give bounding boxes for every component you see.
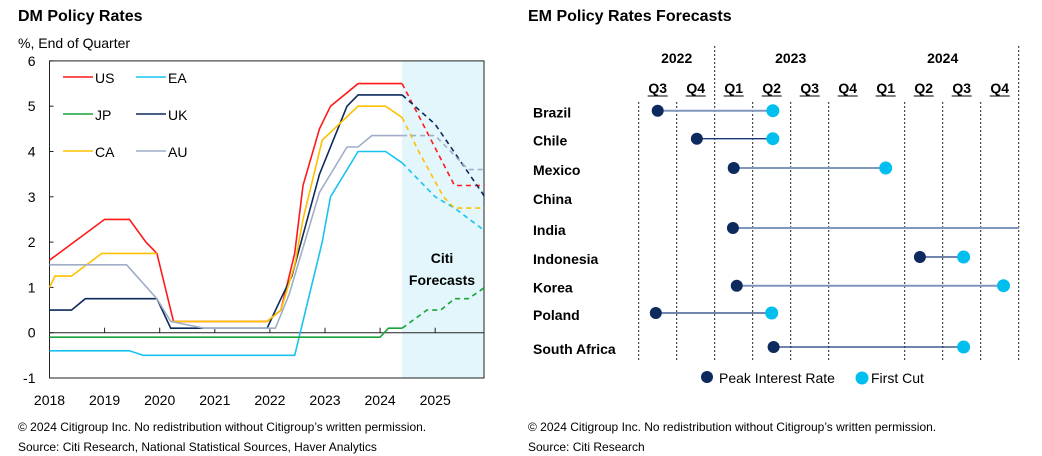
x-tick-label: 2020 <box>144 392 175 408</box>
left-title: DM Policy Rates <box>18 8 143 25</box>
peak-dot <box>767 341 780 353</box>
series-ca-line <box>48 252 157 288</box>
quarter-label: Q4 <box>686 80 705 96</box>
country-label: Mexico <box>533 162 580 178</box>
peak-dot <box>649 307 662 319</box>
country-label: Indonesia <box>533 251 599 267</box>
right-copyright: © 2024 Citigroup Inc. No redistribution … <box>528 420 936 434</box>
legend-label-ca: CA <box>95 144 115 160</box>
x-tick-label: 2021 <box>199 392 230 408</box>
legend-label-jp: JP <box>95 107 111 123</box>
x-tick-label: 2023 <box>309 392 340 408</box>
forecast-label: Forecasts <box>409 272 475 288</box>
first-cut-dot <box>879 161 893 175</box>
x-tick-label: 2019 <box>89 392 120 408</box>
legend-label-au: AU <box>168 144 187 160</box>
year-label: 2023 <box>775 50 806 66</box>
series-au-forecast <box>402 134 485 171</box>
peak-dot <box>730 279 743 292</box>
peak-dot <box>651 104 664 117</box>
y-tick-label: 4 <box>28 144 36 160</box>
y-tick-label: 5 <box>28 98 36 114</box>
series-jp-line <box>49 327 403 339</box>
quarter-label: Q3 <box>800 80 819 96</box>
quarter-label: Q3 <box>648 80 667 96</box>
quarter-label: Q2 <box>762 80 781 96</box>
x-tick-label: 2018 <box>34 392 65 408</box>
country-label: South Africa <box>533 341 616 357</box>
series-ca-line <box>170 105 403 323</box>
country-label: Brazil <box>533 105 571 121</box>
peak-dot <box>727 162 740 174</box>
left-source: Source: Citi Research, National Statisti… <box>18 440 377 454</box>
series-uk-forecast <box>401 94 486 198</box>
peak-dot <box>690 132 703 145</box>
series-uk-line <box>49 94 403 330</box>
y-tick-label: 3 <box>28 189 36 205</box>
peak-dot <box>913 251 926 263</box>
first-cut-dot <box>997 279 1010 293</box>
year-label: 2024 <box>927 50 958 66</box>
first-cut-dot <box>766 104 780 118</box>
quarter-label: Q1 <box>876 80 895 96</box>
right-source: Source: Citi Research <box>528 440 645 454</box>
x-tick-label: 2022 <box>254 392 285 408</box>
y-tick-label: 6 <box>28 53 36 69</box>
first-cut-dot <box>957 250 971 264</box>
country-label: Korea <box>533 280 573 296</box>
quarter-label: Q1 <box>724 80 743 96</box>
y-tick-label: 1 <box>28 279 36 295</box>
country-label: Chile <box>533 133 567 149</box>
legend-cut-dot <box>855 371 869 385</box>
plot-frame <box>49 60 485 379</box>
quarter-label: Q4 <box>838 80 857 96</box>
y-tick-label: 0 <box>28 325 36 341</box>
y-tick-label: -1 <box>23 370 36 386</box>
x-tick-label: 2024 <box>365 392 396 408</box>
quarter-label: Q2 <box>914 80 933 96</box>
year-label: 2022 <box>661 50 692 66</box>
y-tick-label: 2 <box>28 234 36 250</box>
first-cut-dot <box>766 132 780 146</box>
peak-dot <box>726 222 739 234</box>
country-label: Poland <box>533 307 580 323</box>
quarter-label: Q3 <box>952 80 971 96</box>
first-cut-dot <box>957 340 971 354</box>
left-unit-label: %, End of Quarter <box>18 35 130 51</box>
legend-cut-label: First Cut <box>871 370 924 386</box>
country-label: China <box>533 191 572 207</box>
right-title: EM Policy Rates Forecasts <box>528 8 732 25</box>
first-cut-dot <box>765 306 779 320</box>
left-copyright: © 2024 Citigroup Inc. No redistribution … <box>18 420 426 434</box>
series-au-line <box>49 134 403 330</box>
x-tick-label: 2025 <box>420 392 451 408</box>
series-ea-forecast <box>401 162 486 232</box>
legend-label-ea: EA <box>168 70 187 86</box>
quarter-label: Q4 <box>990 80 1009 96</box>
legend-peak-dot <box>701 371 713 383</box>
series-us-forecast <box>401 83 485 187</box>
forecast-label: Citi <box>431 250 454 266</box>
forecast-region <box>402 60 484 379</box>
legend-peak-label: Peak Interest Rate <box>719 370 835 386</box>
series-ea-line <box>49 150 403 357</box>
country-label: India <box>533 222 566 238</box>
legend-label-us: US <box>95 70 114 86</box>
legend-label-uk: UK <box>168 107 188 123</box>
